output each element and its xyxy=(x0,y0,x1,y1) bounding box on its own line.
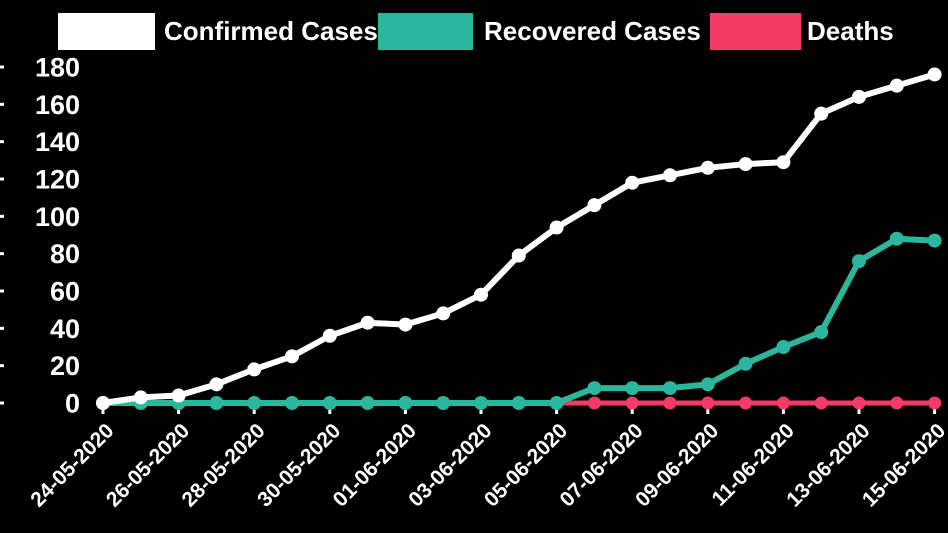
data-point xyxy=(96,396,110,410)
y-tick-mark xyxy=(0,177,4,181)
y-axis: 0 20 40 60 80 100 120 140 160 180 xyxy=(0,53,80,419)
data-point xyxy=(738,157,753,172)
data-point xyxy=(927,233,942,248)
data-point xyxy=(889,78,904,93)
data-point xyxy=(549,220,564,235)
data-point xyxy=(587,381,602,396)
legend-swatch-confirmed-cases xyxy=(58,13,155,50)
data-point xyxy=(209,377,224,392)
series-confirmed-cases xyxy=(96,67,942,410)
data-point xyxy=(360,396,375,410)
y-tick-mark xyxy=(0,65,4,69)
y-tick-label: 0 xyxy=(65,389,80,419)
legend-label-recovered-cases: Recovered Cases xyxy=(484,16,701,46)
data-point xyxy=(322,396,337,410)
data-point xyxy=(738,356,753,371)
data-point xyxy=(247,396,262,410)
legend-label-deaths: Deaths xyxy=(807,16,894,46)
data-point xyxy=(587,396,601,410)
data-point xyxy=(398,396,413,410)
data-point xyxy=(814,396,828,410)
data-point xyxy=(927,67,942,82)
data-point xyxy=(398,317,413,332)
y-tick-label: 20 xyxy=(50,351,80,381)
y-tick-label: 80 xyxy=(50,239,80,269)
data-point xyxy=(133,390,148,405)
y-tick-mark xyxy=(0,326,4,330)
y-tick-label: 100 xyxy=(35,202,80,232)
y-tick-mark xyxy=(0,289,4,293)
y-tick-label: 60 xyxy=(50,277,80,307)
y-tick-mark xyxy=(0,140,4,144)
legend-swatch-deaths xyxy=(710,13,801,50)
y-tick-label: 40 xyxy=(50,314,80,344)
data-point xyxy=(814,325,829,340)
data-point xyxy=(701,396,715,410)
data-point xyxy=(209,396,224,410)
series-recovered-cases xyxy=(96,231,942,410)
y-tick-mark xyxy=(0,214,4,218)
legend-label-confirmed-cases: Confirmed Cases xyxy=(164,16,378,46)
data-point xyxy=(928,396,942,410)
chart-series xyxy=(96,67,942,410)
data-point xyxy=(889,231,904,246)
data-point xyxy=(360,315,375,330)
data-point xyxy=(663,168,677,183)
data-point xyxy=(322,328,337,343)
data-point xyxy=(814,106,829,121)
data-point xyxy=(511,248,526,263)
y-tick-mark xyxy=(0,401,4,405)
data-point xyxy=(776,396,790,410)
y-tick-mark xyxy=(0,252,4,256)
data-point xyxy=(436,396,451,410)
data-point xyxy=(852,89,866,104)
data-point xyxy=(436,306,451,321)
data-point xyxy=(776,155,791,170)
y-tick-label: 120 xyxy=(35,165,80,195)
y-tick-mark xyxy=(0,102,4,106)
series-line xyxy=(100,71,938,406)
legend-swatch-recovered-cases xyxy=(378,13,473,50)
data-point xyxy=(739,396,753,410)
y-tick-label: 140 xyxy=(35,127,80,157)
data-point xyxy=(474,287,488,302)
data-point xyxy=(171,388,186,403)
x-axis: 24-05-202026-05-202028-05-202030-05-2020… xyxy=(26,407,948,511)
data-point xyxy=(852,396,866,410)
y-tick-label: 180 xyxy=(35,53,80,83)
data-point xyxy=(700,377,715,392)
data-point xyxy=(663,396,677,410)
data-point xyxy=(285,349,299,364)
data-point xyxy=(663,381,677,396)
y-tick-label: 160 xyxy=(35,90,80,120)
data-point xyxy=(776,340,791,354)
data-point xyxy=(285,396,299,410)
data-point xyxy=(890,396,904,410)
data-point xyxy=(852,254,866,269)
data-point xyxy=(625,381,640,396)
data-point xyxy=(247,362,262,377)
data-point xyxy=(625,175,640,190)
data-point xyxy=(549,396,564,410)
legend: Confirmed Cases Recovered Cases Deaths xyxy=(0,0,948,56)
data-point xyxy=(625,396,639,410)
data-point xyxy=(474,396,488,410)
data-point xyxy=(587,198,602,213)
data-point xyxy=(700,160,715,175)
y-tick-mark xyxy=(0,364,4,368)
data-point xyxy=(511,396,526,410)
